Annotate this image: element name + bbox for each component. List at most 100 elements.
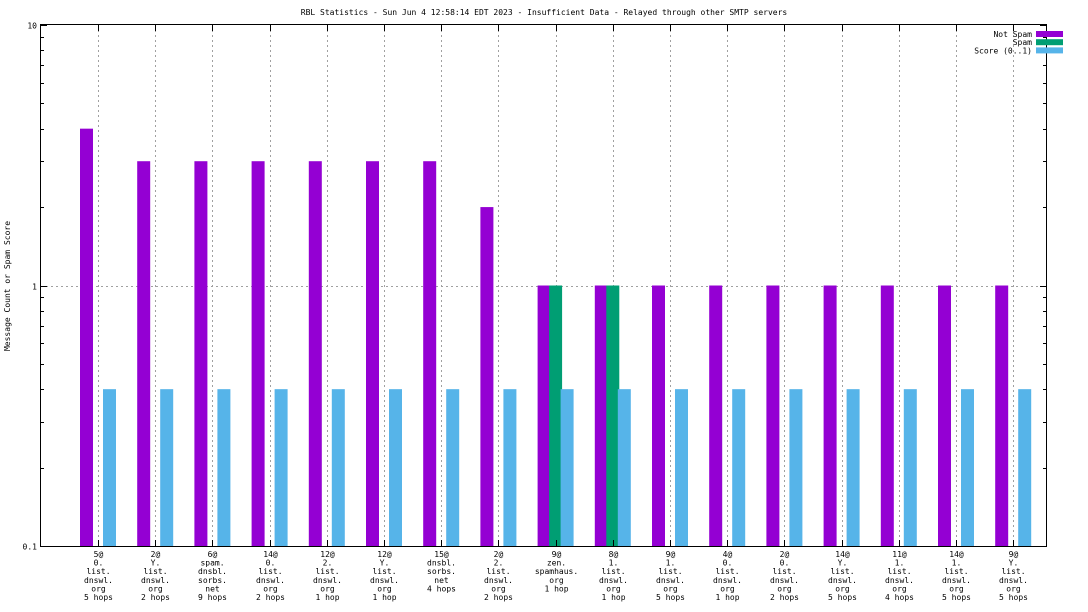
x-tick-label: 15@ [434, 550, 449, 559]
x-tick-label: 0. [266, 559, 276, 568]
x-tick-label: list. [601, 567, 625, 576]
legend-label: Score (0..1) [974, 46, 1032, 55]
x-tick-label: 1. [895, 559, 905, 568]
x-tick-label: org [549, 576, 564, 585]
x-tick-label: list. [715, 567, 739, 576]
bar-not-spam [766, 285, 780, 546]
bar-not-spam [366, 161, 379, 547]
x-tick-label: dnswl. [770, 576, 799, 585]
y-tick-label: 0.1 [23, 543, 38, 552]
legend-label: Not Spam [993, 30, 1032, 39]
bar-not-spam [137, 161, 151, 547]
x-tick-label: 5 hops [84, 593, 113, 602]
x-tick-label: 2@ [494, 550, 504, 559]
x-tick-label: dnswl. [256, 576, 285, 585]
bar-not-spam [995, 285, 1009, 546]
bar-score-0-1 [617, 389, 631, 546]
bar-score-0-1 [846, 389, 860, 546]
x-tick-label: dnswl. [484, 576, 513, 585]
x-tick-label: list. [315, 567, 339, 576]
bar-not-spam [938, 285, 951, 546]
x-tick-label: 1 hop [601, 593, 625, 602]
x-tick-label: org [720, 584, 735, 593]
bar-not-spam [251, 161, 265, 547]
x-tick-label: list. [372, 567, 396, 576]
x-tick-label: org [606, 584, 621, 593]
x-tick-label: 2@ [151, 550, 161, 559]
x-tick-label: dnswl. [942, 576, 971, 585]
bar-score-0-1 [1018, 389, 1032, 546]
x-tick-label: 1. [666, 559, 676, 568]
x-tick-label: dnsbl. [198, 567, 227, 576]
x-tick-label: org [1006, 584, 1021, 593]
bar-score-0-1 [217, 389, 231, 546]
x-tick-label: spamhaus. [535, 567, 578, 576]
x-tick-label: 5 hops [999, 593, 1028, 602]
bar-score-0-1 [331, 389, 345, 546]
x-tick-label: 2 hops [770, 593, 799, 602]
bars [80, 128, 1032, 547]
bar-not-spam [194, 161, 208, 547]
x-tick-label: 2 hops [256, 593, 285, 602]
x-tick-label: 12@ [377, 550, 392, 559]
x-tick-label: org [91, 584, 106, 593]
x-tick-label: 14@ [949, 550, 964, 559]
x-tick-label: dnsbl. [427, 559, 456, 568]
x-tick-label: org [949, 584, 964, 593]
x-tick-label: list. [772, 567, 796, 576]
plot-frame [40, 24, 1047, 547]
x-tick-label: 5 hops [656, 593, 685, 602]
x-tick-label: list. [1001, 567, 1025, 576]
bar-not-spam [537, 285, 551, 546]
x-tick-label: dnswl. [313, 576, 342, 585]
bar-score-0-1 [389, 389, 402, 546]
bar-score-0-1 [446, 389, 460, 546]
x-tick-label: 2. [494, 559, 504, 568]
y-tick-label: 10 [27, 22, 37, 31]
x-tick-label: list. [830, 567, 854, 576]
bar-score-0-1 [675, 389, 688, 546]
bar-not-spam [80, 128, 93, 546]
x-tick-label: 1 hop [715, 593, 739, 602]
x-tick-label: org [835, 584, 850, 593]
bar-score-0-1 [903, 389, 917, 546]
x-tick-label: 11@ [892, 550, 907, 559]
x-tick-label: net [434, 576, 449, 585]
x-tick-label: 4 hops [885, 593, 914, 602]
y-tick-label: 1 [32, 283, 37, 292]
x-tick-label: 0. [94, 559, 104, 568]
x-tick-label: Y. [151, 559, 161, 568]
x-tick-label: 1 hop [315, 593, 339, 602]
bar-score-0-1 [274, 389, 288, 546]
x-tick-label: org [148, 584, 163, 593]
x-tick-label: dnswl. [885, 576, 914, 585]
x-tick-label: 1 hop [372, 593, 396, 602]
x-tick-label: 9@ [1009, 550, 1019, 559]
x-tick-label: 2@ [780, 550, 790, 559]
x-tick-label: 12@ [320, 550, 335, 559]
x-tick-label: list. [944, 567, 968, 576]
bar-not-spam [480, 207, 494, 547]
x-tick-label: sorbs. [427, 567, 456, 576]
bar-not-spam [594, 285, 608, 546]
x-tick-label: spam. [200, 559, 224, 568]
legend-swatch [1036, 47, 1063, 54]
legend-swatch [1036, 31, 1063, 37]
x-tick-label: org [377, 584, 392, 593]
bar-score-0-1 [560, 389, 574, 546]
x-tick-label: org [892, 584, 907, 593]
bar-not-spam [423, 161, 437, 547]
bar-not-spam [308, 161, 322, 547]
x-tick-label: list. [258, 567, 282, 576]
x-tick-label: 9@ [666, 550, 676, 559]
x-tick-label: dnswl. [828, 576, 857, 585]
x-tick-label: Y. [1009, 559, 1019, 568]
x-tick-label: 14@ [263, 550, 278, 559]
x-tick-label: 5@ [94, 550, 104, 559]
x-tick-label: 1. [952, 559, 962, 568]
x-tick-label: 4 hops [427, 584, 456, 593]
y-axis-ticks: 0.1 1 10 [23, 22, 1046, 552]
x-tick-label: dnswl. [999, 576, 1028, 585]
